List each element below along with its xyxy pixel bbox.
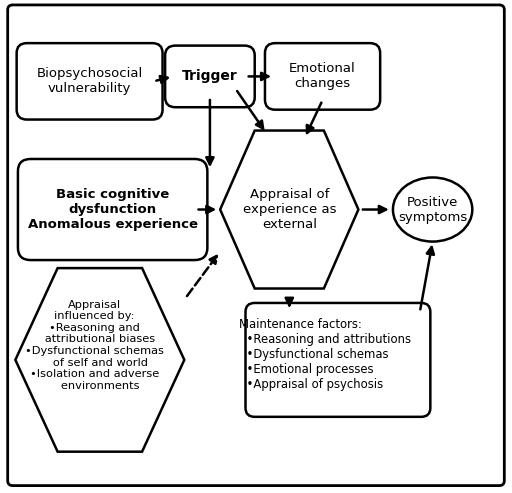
FancyBboxPatch shape xyxy=(16,43,162,120)
FancyBboxPatch shape xyxy=(246,303,430,417)
Text: Maintenance factors:
  •Reasoning and attributions
  •Dysfunctional schemas
  •E: Maintenance factors: •Reasoning and attr… xyxy=(239,318,411,391)
Text: Biopsychosocial
vulnerability: Biopsychosocial vulnerability xyxy=(36,68,143,95)
Polygon shape xyxy=(220,131,358,288)
Text: Appraisal of
experience as
external: Appraisal of experience as external xyxy=(243,188,336,231)
Text: Trigger: Trigger xyxy=(182,70,238,83)
FancyBboxPatch shape xyxy=(8,5,504,486)
Text: Emotional
changes: Emotional changes xyxy=(289,63,356,90)
Text: Basic cognitive
dysfunction
Anomalous experience: Basic cognitive dysfunction Anomalous ex… xyxy=(28,188,198,231)
FancyBboxPatch shape xyxy=(18,159,207,260)
Ellipse shape xyxy=(393,177,472,242)
FancyBboxPatch shape xyxy=(165,46,254,107)
Text: Positive
symptoms: Positive symptoms xyxy=(398,196,467,223)
FancyBboxPatch shape xyxy=(265,43,380,110)
Text: Appraisal
influenced by:
•Reasoning and
   attributional biases
•Dysfunctional s: Appraisal influenced by: •Reasoning and … xyxy=(25,300,164,390)
Polygon shape xyxy=(15,268,184,452)
